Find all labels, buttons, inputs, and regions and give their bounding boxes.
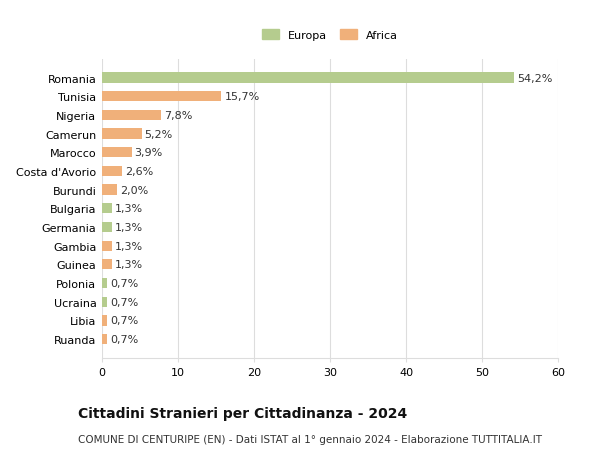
Text: 0,7%: 0,7%: [110, 316, 139, 326]
Bar: [102, 204, 112, 214]
Bar: [102, 185, 117, 196]
Bar: [102, 167, 122, 177]
Bar: [102, 148, 131, 158]
Text: 0,7%: 0,7%: [110, 279, 139, 288]
Legend: Europa, Africa: Europa, Africa: [259, 27, 401, 44]
Text: 7,8%: 7,8%: [164, 111, 193, 121]
Text: 1,3%: 1,3%: [115, 260, 143, 270]
Bar: [102, 222, 112, 233]
Text: 0,7%: 0,7%: [110, 297, 139, 307]
Text: 15,7%: 15,7%: [224, 92, 260, 102]
Text: 5,2%: 5,2%: [145, 129, 173, 139]
Text: 54,2%: 54,2%: [517, 73, 553, 84]
Bar: [102, 73, 514, 84]
Bar: [102, 111, 161, 121]
Text: 1,3%: 1,3%: [115, 204, 143, 214]
Text: 2,6%: 2,6%: [125, 167, 153, 177]
Bar: [102, 297, 107, 307]
Bar: [102, 241, 112, 251]
Bar: [102, 334, 107, 344]
Text: Cittadini Stranieri per Cittadinanza - 2024: Cittadini Stranieri per Cittadinanza - 2…: [78, 406, 407, 420]
Text: 0,7%: 0,7%: [110, 334, 139, 344]
Bar: [102, 92, 221, 102]
Text: 1,3%: 1,3%: [115, 223, 143, 232]
Text: 1,3%: 1,3%: [115, 241, 143, 251]
Text: 2,0%: 2,0%: [120, 185, 148, 195]
Bar: [102, 129, 142, 140]
Bar: [102, 260, 112, 270]
Text: COMUNE DI CENTURIPE (EN) - Dati ISTAT al 1° gennaio 2024 - Elaborazione TUTTITAL: COMUNE DI CENTURIPE (EN) - Dati ISTAT al…: [78, 434, 542, 444]
Text: 3,9%: 3,9%: [134, 148, 163, 158]
Bar: [102, 278, 107, 289]
Bar: [102, 316, 107, 326]
